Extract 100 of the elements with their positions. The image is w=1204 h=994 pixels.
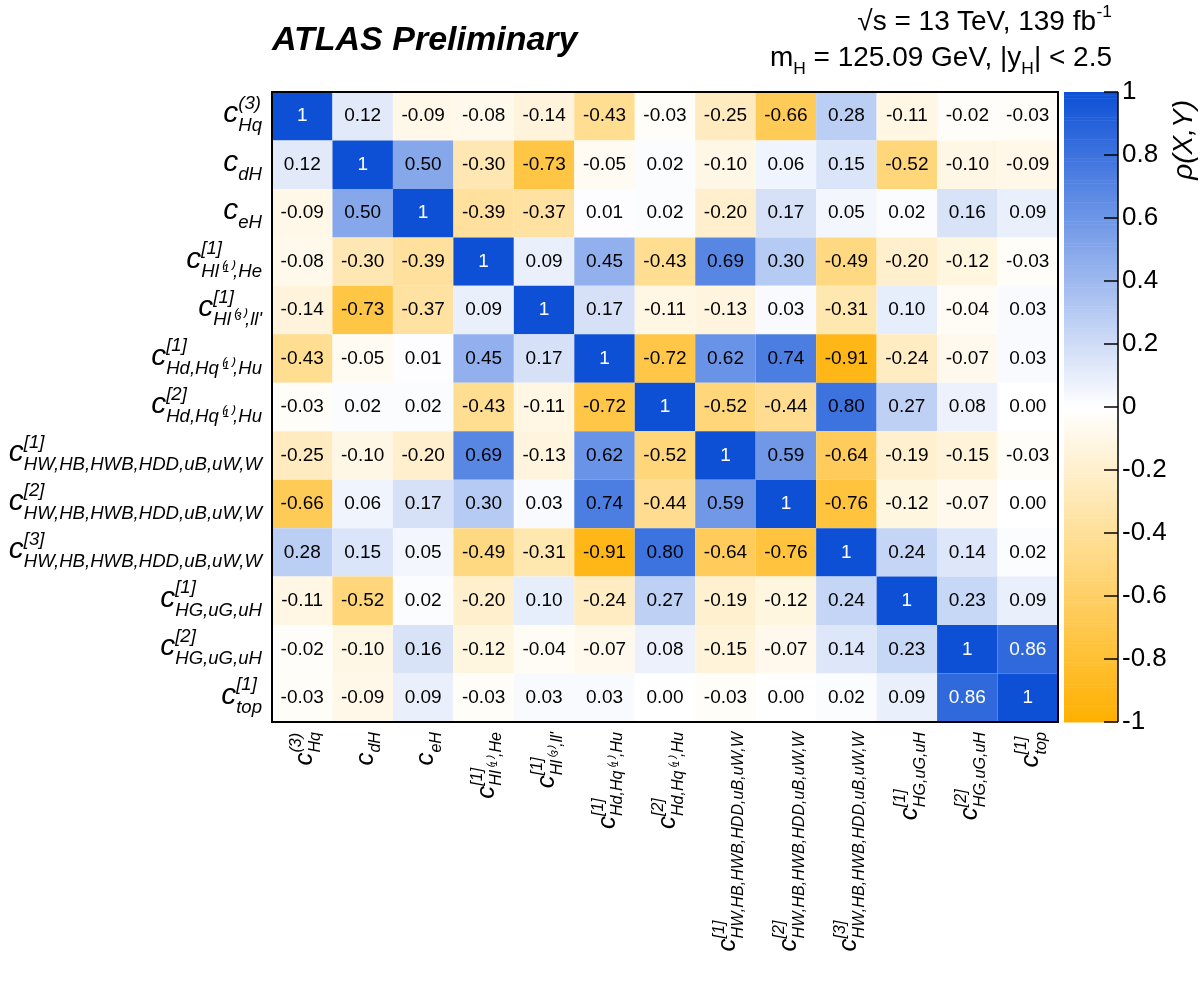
x-tick-label: c[2]Hd,Hq⁽¹⁾,Hu [648, 731, 686, 830]
data-label: 0.02 [646, 201, 684, 223]
data-label: 1 [296, 104, 308, 126]
data-label: 0.17 [404, 492, 442, 514]
data-label: 0.17 [586, 298, 624, 320]
x-tick-label: c[1]HG,uG,uH [890, 731, 928, 821]
data-label: -0.02 [280, 637, 324, 659]
data-label: -0.13 [703, 298, 748, 320]
data-label: 0.02 [888, 201, 926, 223]
x-tick-label: cdH [348, 731, 384, 766]
data-label: -0.19 [885, 443, 929, 465]
x-tick-label: c[3]HW,HB,HWB,HDD,uB,uW,W [829, 730, 868, 952]
x-tick-label: c[1]Hl⁽¹⁾,He [466, 731, 505, 799]
data-label: -0.03 [280, 395, 324, 417]
data-label: -0.10 [341, 443, 385, 465]
data-label: 0.03 [1009, 298, 1047, 320]
data-label: -0.10 [341, 637, 385, 659]
color-bar-label: 0.4 [1122, 264, 1159, 295]
data-label: -0.31 [824, 298, 869, 320]
data-label: -0.03 [1006, 249, 1050, 271]
data-label: 1 [720, 443, 731, 465]
data-label: 0.10 [525, 589, 563, 611]
data-label: -0.11 [523, 395, 566, 417]
data-label: 0.02 [1009, 540, 1047, 562]
color-bar-label: 0 [1122, 390, 1137, 421]
data-label: 0.12 [344, 104, 382, 126]
data-label: 0.30 [767, 249, 805, 271]
color-bar-label: 0.8 [1122, 138, 1159, 169]
data-label: 0.05 [404, 540, 442, 562]
color-bar-label: -0.8 [1122, 642, 1167, 673]
chart-title: ATLAS Preliminary [271, 19, 580, 57]
data-label: 0.12 [283, 152, 321, 174]
data-label: 0.02 [646, 152, 684, 174]
data-label: 1 [357, 152, 368, 174]
data-label: 0.00 [1009, 395, 1047, 417]
data-label: 0.05 [827, 201, 865, 223]
data-label: -0.09 [1006, 152, 1050, 174]
data-label: -0.37 [522, 201, 566, 223]
data-label: -0.11 [644, 298, 686, 320]
x-tick-label: c[1]Hd,Hq⁽¹⁾,Hu [587, 731, 626, 830]
data-label: -0.20 [703, 201, 748, 223]
data-label: -0.39 [401, 249, 445, 271]
data-label: -0.03 [461, 686, 506, 707]
data-label: -0.02 [945, 104, 989, 126]
data-label: 0.62 [706, 346, 744, 368]
data-label: -0.24 [885, 346, 929, 368]
data-label: -0.25 [703, 104, 748, 126]
data-label: 0.80 [646, 540, 684, 562]
x-tick-label: c[2]HG,uG,uH [950, 731, 989, 821]
color-bar-label: 0.6 [1122, 201, 1159, 232]
data-label: -0.52 [885, 152, 929, 174]
data-label: 1 [962, 637, 973, 659]
data-label: -0.73 [341, 298, 385, 320]
data-label: -0.11 [885, 104, 928, 126]
data-label: -0.39 [461, 201, 506, 223]
color-bar-label: -0.4 [1122, 516, 1167, 547]
data-label: -0.66 [764, 104, 808, 126]
data-label: -0.31 [522, 540, 566, 562]
data-label: 0.03 [525, 686, 563, 707]
data-label: -0.91 [824, 346, 869, 368]
data-label: -0.52 [703, 395, 748, 417]
data-label: -0.30 [341, 249, 385, 271]
data-label: 1 [841, 540, 852, 562]
data-label: 0.16 [404, 637, 442, 659]
data-label: 0.86 [1009, 637, 1047, 659]
data-label: -0.64 [703, 540, 748, 562]
data-label: 0.69 [706, 249, 744, 271]
data-label: 0.17 [525, 346, 563, 368]
data-label: -0.04 [522, 637, 567, 659]
data-label: 0.15 [344, 540, 382, 562]
data-label: 0.27 [646, 589, 684, 611]
data-label: 0.09 [404, 686, 442, 707]
data-label: -0.05 [341, 346, 385, 368]
data-label: -0.03 [1006, 443, 1050, 465]
data-label: -0.09 [401, 104, 445, 126]
color-bar-label: 0.2 [1122, 327, 1159, 358]
data-label: -0.37 [401, 298, 445, 320]
data-label: 0.00 [646, 686, 684, 707]
x-tick-label: c[1]HW,HB,HWB,HDD,uB,uW,W [708, 730, 747, 952]
x-tick-label: ceH [409, 731, 444, 766]
data-label: 0.15 [827, 152, 865, 174]
color-bar-label: -1 [1122, 705, 1146, 736]
data-label: 0.02 [344, 395, 382, 417]
data-label: 0.03 [767, 298, 805, 320]
data-label: -0.15 [945, 443, 989, 465]
data-label: -0.13 [522, 443, 566, 465]
data-label: 1 [417, 201, 429, 223]
data-label: -0.12 [461, 637, 506, 659]
data-label: -0.14 [280, 298, 325, 320]
data-label: -0.11 [281, 589, 324, 611]
data-label: 1 [780, 492, 792, 514]
data-label: 0.23 [948, 589, 986, 611]
data-label: -0.03 [280, 686, 324, 707]
data-label: -0.64 [824, 443, 869, 465]
data-label: 0.02 [827, 686, 865, 707]
data-label: -0.09 [341, 686, 385, 707]
data-label: -0.19 [703, 589, 748, 611]
data-label: -0.07 [582, 637, 627, 659]
data-label: -0.12 [764, 589, 808, 611]
data-label: 0.74 [586, 492, 624, 514]
